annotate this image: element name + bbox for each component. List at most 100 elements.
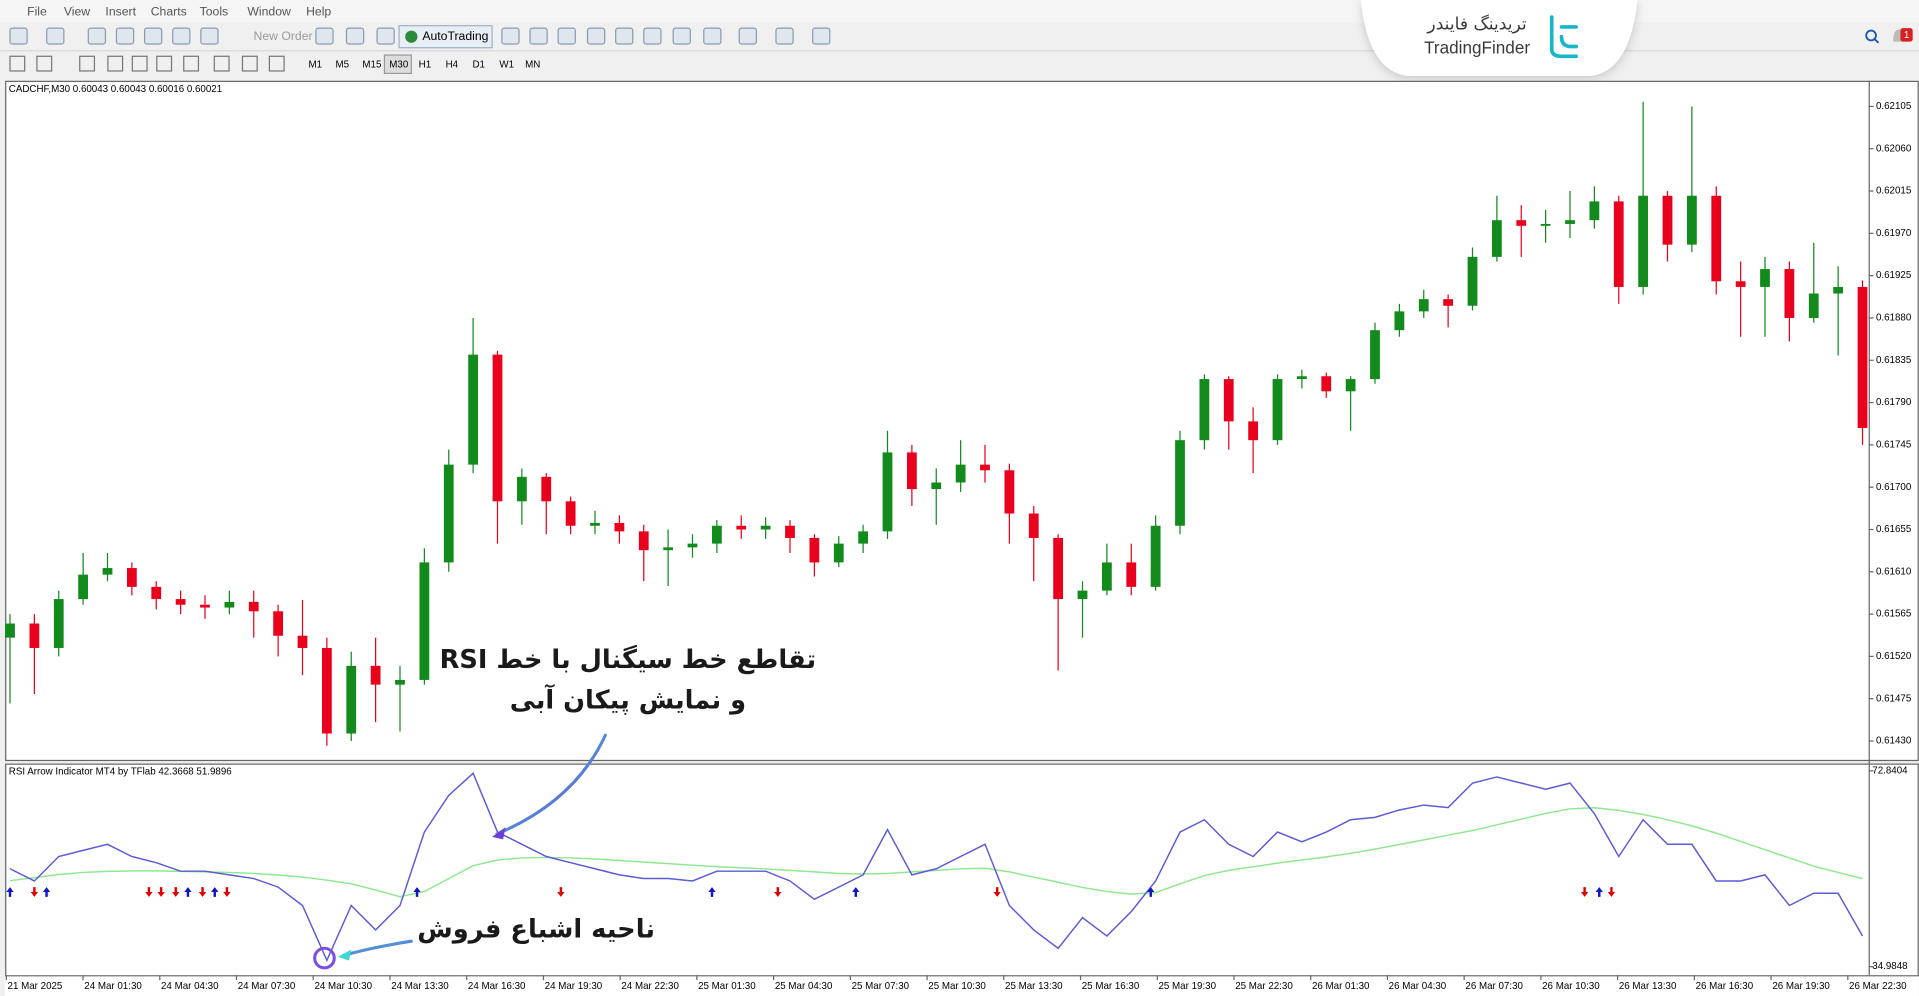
candle-body	[1004, 470, 1015, 514]
new-order-label: New Order	[253, 29, 312, 43]
x-tick-label: 25 Mar 22:30	[1235, 981, 1293, 992]
candle-body	[1735, 281, 1746, 287]
sell-arrow	[557, 887, 565, 897]
x-tick-label: 26 Mar 16:30	[1696, 981, 1754, 992]
timeframe-button[interactable]: M1	[309, 59, 323, 70]
autotrading-button[interactable]	[398, 25, 493, 49]
search-icon[interactable]	[1865, 29, 1877, 42]
buy-arrow	[413, 887, 421, 897]
menu-item[interactable]: File	[27, 4, 47, 18]
oversold-highlight	[313, 946, 336, 970]
toolbar-button[interactable]	[46, 27, 65, 45]
toolbar-button[interactable]	[501, 27, 520, 45]
toolbar-button[interactable]	[703, 27, 722, 45]
candle-body	[663, 547, 674, 551]
toolbar-button[interactable]	[557, 27, 576, 45]
toolbar-button[interactable]	[812, 27, 831, 45]
toolbar-button[interactable]	[9, 27, 28, 45]
toolbar-button[interactable]	[672, 27, 691, 45]
toolbar-button[interactable]	[529, 27, 548, 45]
candle-body	[200, 604, 210, 608]
x-tick-label: 24 Mar 19:30	[545, 981, 603, 992]
menu-item[interactable]: View	[64, 4, 90, 18]
candle-body	[1467, 256, 1478, 306]
draw-tool[interactable]	[9, 55, 26, 72]
toolbar-button[interactable]	[643, 27, 662, 45]
draw-tool[interactable]	[268, 55, 285, 72]
draw-tool[interactable]	[241, 55, 258, 72]
candle-body	[1760, 269, 1770, 287]
menu-item[interactable]: Window	[247, 4, 291, 18]
y-tick-label: 34.9848	[1872, 961, 1907, 972]
candle-body	[1857, 286, 1868, 428]
candle-body	[273, 611, 284, 636]
candle-body	[1028, 513, 1039, 538]
draw-tool[interactable]	[183, 55, 200, 72]
toolbar-button[interactable]	[775, 27, 794, 45]
draw-tool[interactable]	[213, 55, 230, 72]
toolbar-button[interactable]	[738, 27, 757, 45]
timeframe-button[interactable]: W1	[499, 59, 514, 70]
candle-body	[175, 599, 186, 605]
draw-tool[interactable]	[156, 55, 173, 72]
candle-body	[468, 354, 479, 465]
toolbar-button[interactable]	[200, 27, 219, 45]
candle-body	[785, 525, 795, 538]
toolbar-button[interactable]	[615, 27, 634, 45]
toolbar-button[interactable]	[87, 27, 107, 45]
sell-arrow	[1580, 887, 1589, 897]
toolbar-button[interactable]	[586, 27, 606, 45]
draw-tool[interactable]	[36, 55, 53, 72]
timeframe-button[interactable]: M15	[362, 59, 382, 70]
menu-item[interactable]: Charts	[151, 4, 187, 18]
candle-body	[858, 531, 869, 544]
x-tick-label: 24 Mar 07:30	[238, 981, 296, 992]
draw-tool[interactable]	[79, 55, 96, 72]
candle-body	[736, 525, 747, 530]
menu-item[interactable]: Help	[306, 4, 331, 18]
candle-body	[833, 543, 844, 563]
candle-body	[1613, 201, 1624, 287]
price-plot: 0.62105 0.62060 0.62015 0.61970 0.61925 0.618…	[5, 101, 1912, 747]
candle-body	[1175, 440, 1185, 526]
candle-body	[711, 525, 722, 544]
toolbar-button[interactable]	[172, 27, 191, 45]
timeframe-button[interactable]: H1	[419, 59, 431, 70]
candle-body	[5, 623, 15, 638]
timeframe-button[interactable]: M5	[335, 59, 349, 70]
y-tick-label: 72.8404	[1872, 765, 1908, 776]
x-tick-label: 24 Mar 04:30	[161, 981, 219, 992]
sell-arrow	[774, 887, 782, 897]
candle-body	[29, 623, 40, 648]
candle-body	[126, 568, 137, 587]
timeframe-button[interactable]: H4	[446, 59, 459, 70]
draw-tool[interactable]	[107, 55, 124, 72]
timeframe-button[interactable]: M30	[389, 59, 409, 70]
x-tick-label: 24 Mar 22:30	[621, 981, 679, 992]
menu-item[interactable]: Insert	[105, 4, 136, 18]
candle-body	[346, 665, 357, 734]
y-tick-label: 0.61700	[1876, 482, 1912, 493]
buy-arrow	[852, 887, 860, 897]
candle-body	[443, 464, 454, 563]
menu-item[interactable]: Tools	[200, 4, 229, 18]
sell-arrow	[30, 887, 39, 897]
timeframe-button[interactable]: MN	[525, 59, 540, 70]
annotation-arrowhead	[337, 949, 352, 961]
toolbar-button[interactable]	[345, 27, 365, 45]
candle-body	[1711, 195, 1722, 282]
chart-title: CADCHF,M30 0.60043 0.60043 0.60016 0.600…	[9, 84, 222, 95]
candle-body	[1101, 562, 1112, 591]
toolbar-button[interactable]	[115, 27, 135, 45]
toolbar-button[interactable]	[315, 27, 334, 45]
timeframe-button[interactable]: D1	[473, 59, 485, 70]
draw-tool[interactable]	[131, 55, 148, 72]
x-tick-label: 26 Mar 22:30	[1849, 981, 1907, 992]
toolbar-button[interactable]	[143, 27, 163, 45]
toolbar-button[interactable]	[376, 27, 395, 45]
candle-body	[395, 679, 405, 685]
candle-body	[980, 464, 990, 471]
candle-body	[687, 543, 698, 548]
candle-body	[565, 501, 576, 526]
